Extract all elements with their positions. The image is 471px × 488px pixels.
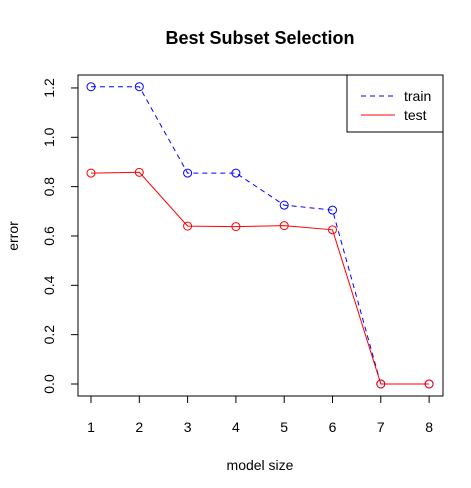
y-tick-label: 0.0	[41, 374, 57, 394]
data-point-test	[424, 379, 434, 389]
x-tick-label: 2	[135, 419, 143, 435]
series-line-test	[90, 171, 430, 385]
y-tick-label: 0.4	[41, 275, 57, 295]
y-tick-label: 1.2	[41, 78, 57, 98]
data-point-test	[279, 221, 289, 231]
y-axis: 0.0 0.2 0.4 0.6 0.8 1.0 1.2	[41, 78, 79, 394]
x-axis: 1 2 3 4 5 6 7 8	[87, 395, 433, 435]
data-point-test	[328, 225, 337, 235]
y-tick-label: 0.2	[41, 325, 57, 345]
data-point-train	[279, 200, 289, 210]
x-tick-label: 1	[87, 419, 95, 435]
data-point-test	[231, 222, 241, 232]
y-axis-label: error	[5, 221, 21, 251]
data-point-train	[328, 205, 337, 215]
legend-box	[346, 74, 444, 133]
data-point-train	[231, 168, 241, 178]
x-tick-label: 7	[377, 419, 385, 435]
chart-title: Best Subset Selection	[165, 28, 354, 48]
data-point-test	[376, 379, 386, 389]
x-tick-label: 3	[184, 419, 192, 435]
x-tick-label: 5	[280, 419, 288, 435]
legend: train test	[346, 74, 444, 133]
data-point-train	[183, 168, 193, 178]
legend-label-test: test	[404, 107, 427, 123]
data-point-test	[183, 221, 193, 231]
data-point-test	[134, 167, 144, 177]
x-axis-label: model size	[227, 457, 294, 473]
data-point-test	[86, 168, 96, 178]
x-tick-label: 6	[329, 419, 337, 435]
y-tick-label: 1.0	[41, 127, 57, 147]
series-layer	[86, 82, 434, 389]
data-point-train	[134, 82, 144, 92]
x-tick-label: 8	[425, 419, 433, 435]
legend-label-train: train	[404, 88, 431, 104]
data-point-train	[86, 82, 96, 92]
x-tick-label: 4	[232, 419, 240, 435]
series-line-train	[91, 86, 430, 385]
y-tick-label: 0.8	[41, 177, 57, 197]
y-tick-label: 0.6	[41, 226, 57, 246]
